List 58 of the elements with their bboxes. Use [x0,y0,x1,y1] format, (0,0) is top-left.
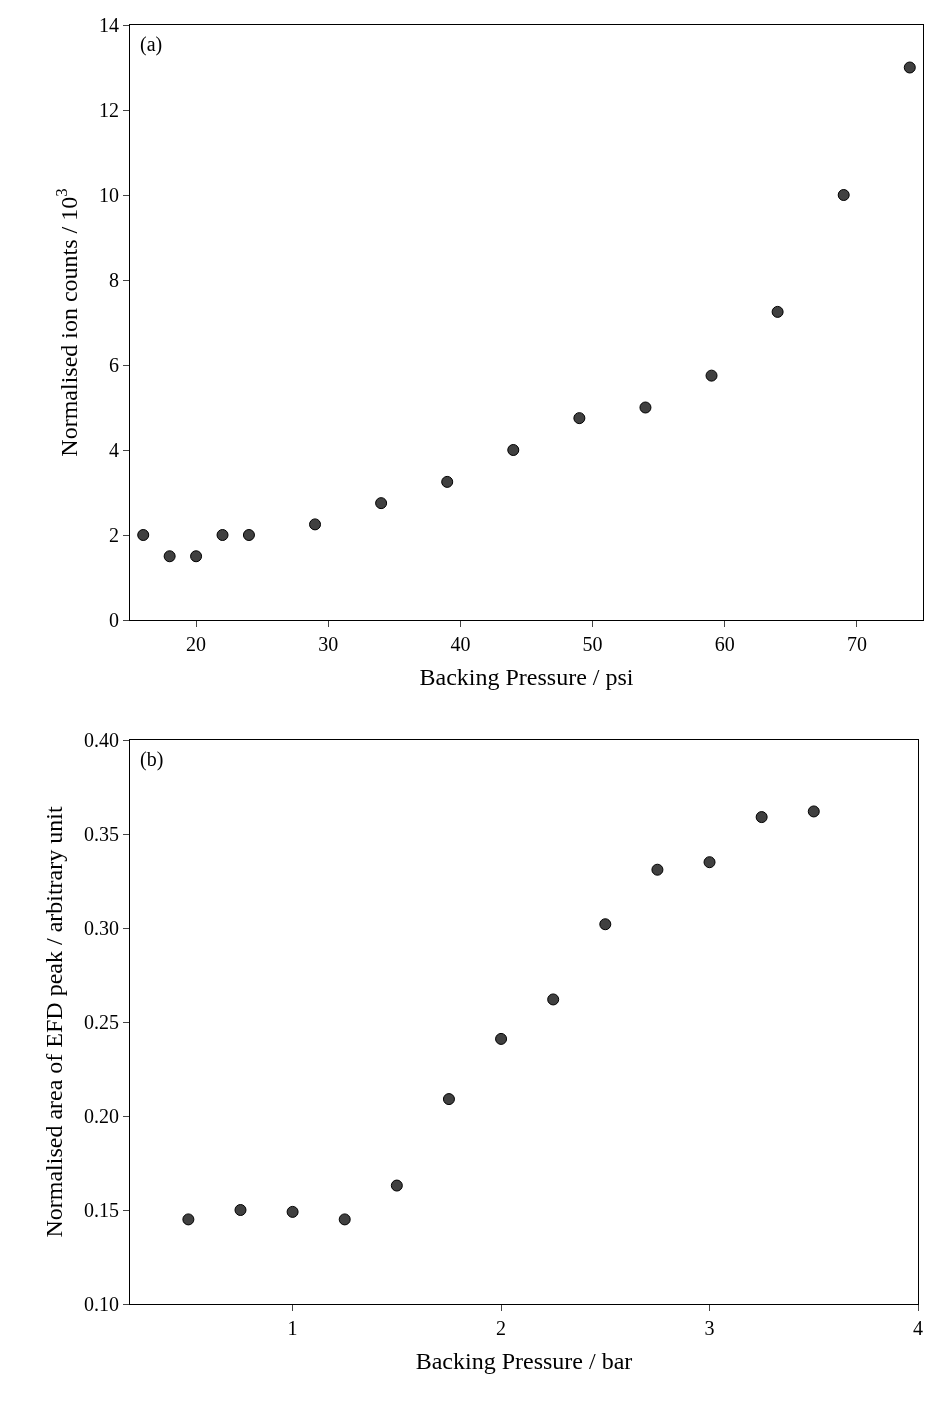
point [182,1213,195,1226]
point [338,1213,351,1226]
point [573,412,586,425]
point [190,550,203,563]
y-tick-label: 6 [109,354,119,376]
point [807,805,820,818]
point [903,61,916,74]
y-tick-label: 0.15 [84,1199,119,1221]
point [242,529,255,541]
point [441,475,454,488]
point [216,529,229,541]
x-tick-label: 60 [714,633,735,655]
y-tick-label: 2 [109,524,119,546]
point [442,1093,455,1106]
x-tick-label: 2 [496,1317,507,1339]
point [651,863,664,876]
point [390,1179,403,1192]
point [375,497,388,510]
point [507,444,520,456]
point [547,993,560,1006]
y-tick-label: 0.20 [84,1105,119,1127]
x-tick-label: 40 [450,633,471,655]
annotation: (b) [140,748,164,771]
x-axis-title: Backing Pressure / psi [419,664,634,691]
y-tick-label: 0.10 [84,1293,119,1315]
point [163,550,176,563]
y-tick-label: 14 [99,14,119,36]
x-tick-label: 70 [846,633,867,655]
y-tick-label: 0.40 [84,729,119,751]
point [755,811,768,824]
point [837,189,850,201]
x-tick-label: 3 [704,1317,715,1339]
y-tick-label: 0.30 [84,917,119,939]
y-tick-label: 8 [109,269,119,291]
y-tick-label: 0 [109,609,119,631]
x-tick-label: 20 [186,633,207,655]
y-tick-label: 0.35 [84,823,119,845]
y-tick-label: 4 [109,439,119,461]
point [137,529,150,541]
point [771,305,784,318]
x-tick-label: 50 [582,633,603,655]
x-axis-title: Backing Pressure / bar [415,1348,633,1375]
point [639,401,652,414]
y-axis-title: Normalised area of EFD peak / arbitrary unit [41,806,68,1238]
x-tick-label: 1 [287,1317,298,1339]
annotation: (a) [140,33,163,56]
x-tick-label: 4 [913,1317,923,1339]
y-tick-label: 0.25 [84,1011,119,1033]
point [286,1205,299,1218]
x-tick-label: 30 [318,633,339,655]
point [705,369,718,382]
y-tick-label: 12 [99,99,119,121]
point [703,856,716,869]
y-tick-label: 10 [99,184,119,206]
point [309,518,322,531]
point [495,1032,508,1045]
point [234,1204,247,1216]
point [599,918,612,931]
